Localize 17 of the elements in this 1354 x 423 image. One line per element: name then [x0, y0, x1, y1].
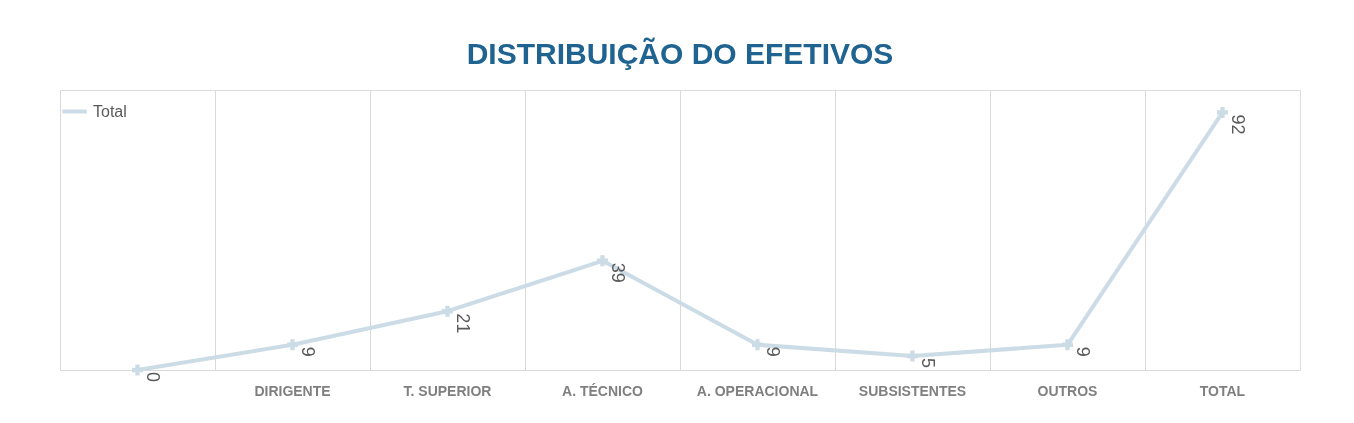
- data-label: 21: [452, 313, 473, 334]
- x-tick-label: A. TÉCNICO: [562, 382, 644, 399]
- data-label: 39: [607, 262, 628, 283]
- data-label: 0: [142, 372, 163, 383]
- data-label: 9: [1072, 346, 1093, 357]
- x-tick-label: A. OPERACIONAL: [696, 382, 819, 399]
- data-label: 9: [762, 346, 783, 357]
- data-label: 9: [297, 346, 318, 357]
- data-label: 92: [1227, 114, 1248, 135]
- x-tick-label: T. SUPERIOR: [403, 382, 492, 399]
- legend-label: Total: [93, 102, 127, 120]
- x-tick-label: OUTROS: [1037, 382, 1098, 399]
- x-tick-label: SUBSISTENTES: [858, 382, 967, 399]
- x-tick-label: DIRIGENTE: [254, 382, 331, 399]
- data-label: 5: [917, 358, 938, 369]
- chart-title: DISTRIBUIÇÃO DO EFETIVOS: [466, 37, 894, 70]
- x-tick-label: TOTAL: [1199, 382, 1246, 399]
